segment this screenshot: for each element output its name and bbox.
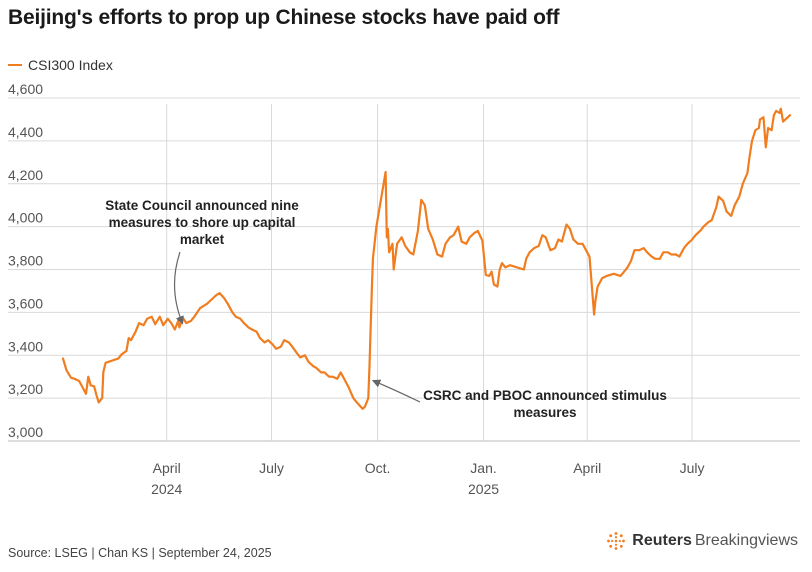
x-tick-label: July bbox=[259, 460, 284, 476]
reuters-logo-icon bbox=[607, 532, 626, 550]
x-tick-year-label: 2024 bbox=[151, 481, 182, 497]
x-tick-label: Jan. bbox=[470, 460, 496, 476]
y-tick-label: 3,400 bbox=[8, 338, 43, 354]
legend-swatch bbox=[8, 64, 22, 66]
legend-label: CSI300 Index bbox=[28, 57, 113, 73]
series-layer bbox=[61, 107, 792, 410]
brand-mark: Reuters Breakingviews bbox=[606, 530, 798, 552]
brand-product: Breakingviews bbox=[694, 532, 798, 549]
y-tick-label: 4,600 bbox=[8, 81, 43, 97]
y-tick-label: 3,000 bbox=[8, 424, 43, 440]
annotation-state-council-line: measures to shore up capital bbox=[109, 215, 296, 230]
annotation-csrc-pboc-line: measures bbox=[513, 405, 576, 420]
chart-legend: CSI300 Index bbox=[8, 56, 113, 74]
brand-name: Reuters bbox=[632, 532, 692, 549]
annotation-state-council-line: market bbox=[180, 232, 225, 247]
annotation-layer: State Council announced nine measures to … bbox=[105, 198, 667, 420]
x-tick-label: July bbox=[680, 460, 705, 476]
x-tick-label: April bbox=[573, 460, 601, 476]
y-tick-label: 4,000 bbox=[8, 210, 43, 226]
annotation-state-council-arrow bbox=[173, 251, 184, 325]
series-line-csi300 bbox=[61, 107, 792, 410]
y-tick-label: 4,400 bbox=[8, 124, 43, 140]
annotation-csrc-pboc-line: CSRC and PBOC announced stimulus bbox=[423, 388, 667, 403]
annotation-state-council-line: State Council announced nine bbox=[105, 198, 299, 213]
grid-layer bbox=[8, 97, 800, 442]
x-tick-label: April bbox=[153, 460, 181, 476]
x-tick-label: Oct. bbox=[365, 460, 391, 476]
source-note: Source: LSEG | Chan KS | September 24, 2… bbox=[8, 546, 272, 560]
y-tick-label: 3,800 bbox=[8, 253, 43, 269]
y-tick-label: 3,200 bbox=[8, 381, 43, 397]
chart-svg: 3,000 3,200 3,400 3,600 3,800 4,000 4,200 4,400… bbox=[8, 81, 800, 497]
annotation-csrc-pboc-arrow bbox=[371, 379, 421, 403]
y-tick-label: 4,200 bbox=[8, 167, 43, 183]
chart-title: Beijing's efforts to prop up Chinese sto… bbox=[8, 6, 560, 29]
axis-layer: 3,000 3,200 3,400 3,600 3,800 4,000 4,200 4,400… bbox=[8, 81, 705, 497]
y-tick-label: 3,600 bbox=[8, 295, 43, 311]
x-tick-year-label: 2025 bbox=[468, 481, 499, 497]
